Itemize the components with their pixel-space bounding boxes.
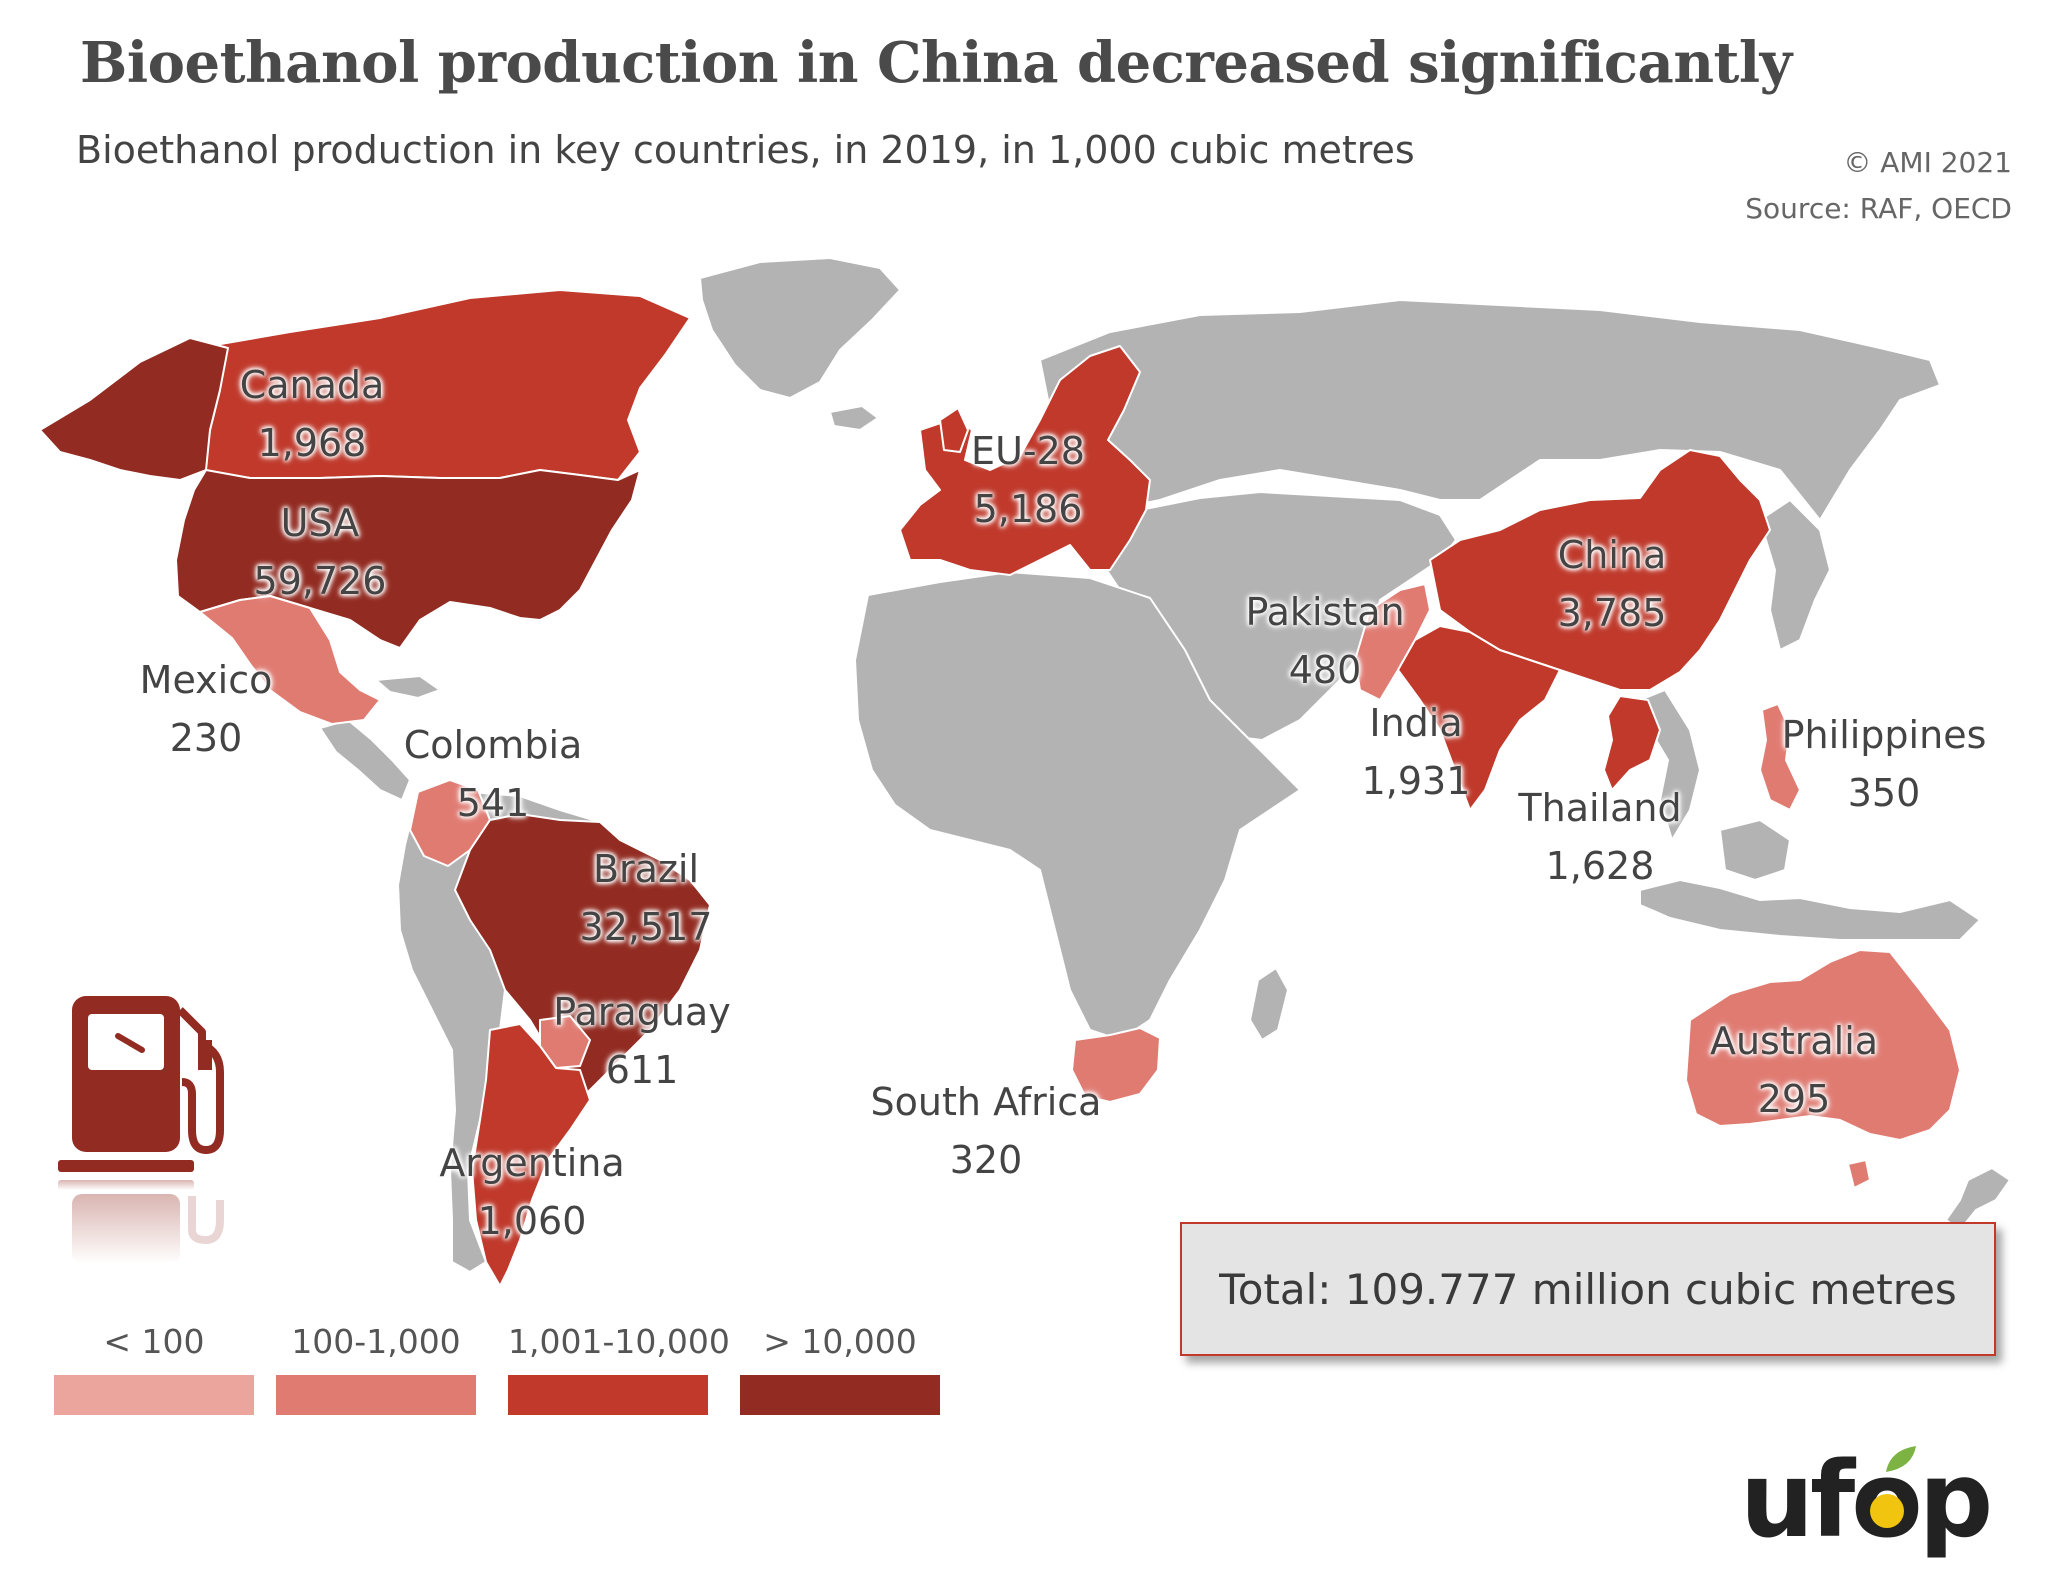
legend-swatch — [276, 1375, 476, 1415]
legend-swatch — [508, 1375, 708, 1415]
source-text: Source: RAF, OECD — [1745, 192, 2012, 225]
uk-shape — [939, 407, 969, 453]
country-value: 1,060 — [477, 1199, 587, 1243]
caribbean-shape — [375, 675, 441, 699]
country-name: EU-28 — [971, 429, 1085, 473]
label-colombia: Colombia 541 — [404, 716, 583, 832]
total-box: Total: 109.777 million cubic metres — [1180, 1222, 1996, 1356]
label-eu28: EU-28 5,186 — [971, 422, 1085, 538]
grey-landmasses — [319, 257, 2011, 1273]
country-name: Australia — [1709, 1019, 1879, 1063]
country-value: 611 — [605, 1048, 679, 1092]
legend-item-lt100: < 100 — [54, 1322, 254, 1415]
country-name: Colombia — [403, 723, 583, 767]
mexico-shape — [199, 595, 381, 725]
legend-swatch — [54, 1375, 254, 1415]
iceland-shape — [829, 405, 879, 431]
alaska-shape — [39, 337, 229, 481]
country-name: Mexico — [139, 658, 273, 702]
africa-shape — [854, 571, 1301, 1041]
madagascar-shape — [1249, 967, 1289, 1041]
label-india: India 1,931 — [1362, 694, 1471, 810]
indonesia-shape — [1639, 879, 1981, 941]
eu28-shape — [899, 345, 1151, 576]
highlighted-countries — [39, 289, 1961, 1287]
country-name: South Africa — [870, 1080, 1102, 1124]
mongolia-korea-japan-shape — [1759, 499, 1831, 651]
country-name: Argentina — [439, 1141, 625, 1185]
logo-text: ufop — [1740, 1440, 1989, 1561]
total-text: Total: 109.777 million cubic metres — [1219, 1264, 1957, 1314]
credit-block: © AMI 2021 Source: RAF, OECD — [1745, 140, 2012, 232]
country-name: Pakistan — [1245, 590, 1405, 634]
label-thailand: Thailand 1,628 — [1518, 779, 1681, 895]
country-name: China — [1557, 533, 1667, 577]
country-name: Thailand — [1518, 786, 1682, 830]
russia-shape — [1039, 299, 1941, 521]
country-name: India — [1369, 701, 1463, 745]
country-value: 350 — [1847, 771, 1921, 815]
label-southafrica: South Africa 320 — [871, 1073, 1102, 1189]
country-value: 295 — [1757, 1077, 1831, 1121]
country-name: Brazil — [592, 847, 700, 891]
label-argentina: Argentina 1,060 — [439, 1134, 624, 1250]
logo-yellow-dot — [1870, 1494, 1904, 1528]
legend-label: 1,001-10,000 — [508, 1322, 730, 1361]
country-value: 1,628 — [1545, 844, 1655, 888]
country-value: 1,931 — [1361, 759, 1471, 803]
country-value: 320 — [949, 1138, 1023, 1182]
country-name: Paraguay — [553, 990, 731, 1034]
chart-subtitle: Bioethanol production in key countries, … — [76, 128, 1415, 172]
country-name: USA — [280, 501, 360, 545]
legend-label: 100-1,000 — [291, 1322, 461, 1361]
country-value: 1,968 — [257, 421, 367, 465]
country-value: 59,726 — [253, 559, 387, 603]
fuel-pump-icon — [58, 996, 224, 1264]
label-australia: Australia 295 — [1710, 1012, 1878, 1128]
pump-body — [58, 996, 224, 1172]
country-value: 541 — [456, 781, 530, 825]
country-value: 32,517 — [579, 905, 713, 949]
tasmania-shape — [1847, 1159, 1871, 1189]
label-mexico: Mexico 230 — [140, 651, 273, 767]
country-name: Philippines — [1781, 713, 1987, 757]
legend-item-100-1000: 100-1,000 — [276, 1322, 476, 1415]
borneo-shape — [1719, 819, 1791, 881]
southafrica-shape — [1071, 1027, 1161, 1103]
copyright-text: © AMI 2021 — [1843, 146, 2012, 179]
ufop-logo: ufop — [1740, 1440, 1993, 1561]
brazil-shape — [454, 813, 711, 1101]
country-name: Canada — [239, 363, 385, 407]
legend-item-1001-10000: 1,001-10,000 — [508, 1322, 730, 1415]
china-shape — [1429, 449, 1771, 691]
thailand-shape — [1603, 695, 1661, 791]
label-canada: Canada 1,968 — [240, 356, 385, 472]
new-zealand-shape — [1945, 1167, 2011, 1231]
pump-reflection — [58, 1180, 224, 1264]
label-philippines: Philippines 350 — [1782, 706, 1987, 822]
leaf-icon — [1886, 1446, 1916, 1472]
country-value: 5,186 — [973, 487, 1083, 531]
legend-swatch — [740, 1375, 940, 1415]
label-brazil: Brazil 32,517 — [580, 840, 713, 956]
label-paraguay: Paraguay 611 — [553, 983, 730, 1099]
philippines-shape — [1759, 703, 1801, 811]
label-pakistan: Pakistan 480 — [1245, 583, 1404, 699]
country-value: 230 — [169, 716, 243, 760]
chart-title: Bioethanol production in China decreased… — [80, 30, 1792, 96]
country-value: 3,785 — [1557, 591, 1667, 635]
central-america-shape — [319, 719, 411, 801]
greenland-shape — [699, 257, 901, 399]
legend-label: < 100 — [103, 1322, 205, 1361]
country-value: 480 — [1288, 648, 1362, 692]
india-shape — [1397, 625, 1561, 811]
legend-item-gt10000: > 10,000 — [740, 1322, 940, 1415]
legend-label: > 10,000 — [763, 1322, 917, 1361]
argentina-shape — [471, 1023, 591, 1287]
label-usa: USA 59,726 — [254, 494, 387, 610]
label-china: China 3,785 — [1558, 526, 1667, 642]
australia-shape — [1685, 949, 1961, 1141]
